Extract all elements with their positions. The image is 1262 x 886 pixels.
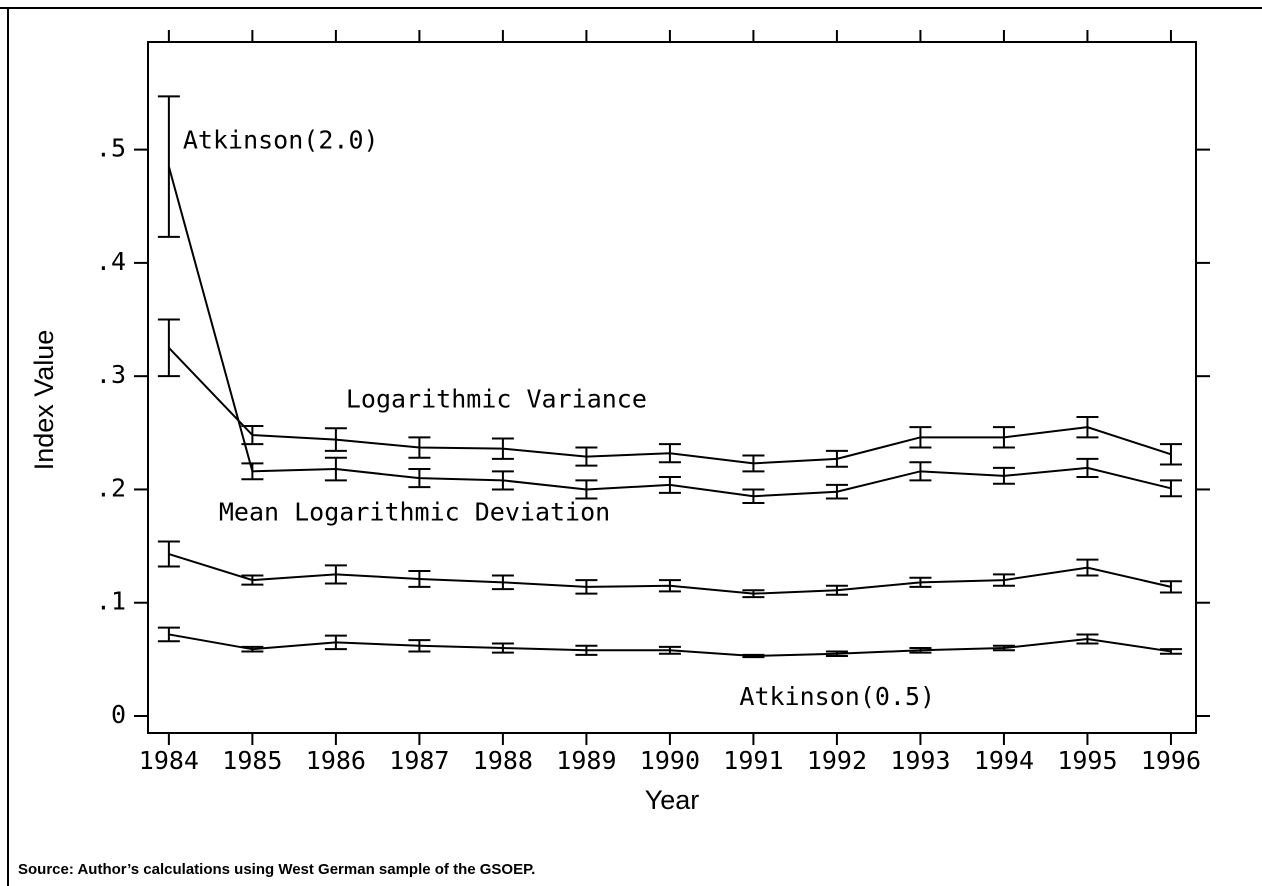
error-bar <box>157 95 180 238</box>
x-tick-label: 1990 <box>640 746 700 775</box>
error-bar <box>408 436 431 459</box>
error-bar <box>241 425 264 446</box>
y-tick-label: .5 <box>96 134 126 163</box>
y-tick-label: .3 <box>96 360 126 389</box>
error-bar <box>324 634 347 651</box>
error-bar <box>909 576 932 588</box>
error-bar <box>658 579 681 593</box>
error-bar <box>825 483 848 500</box>
y-tick-label: 0 <box>111 700 126 729</box>
x-tick-label: 1985 <box>222 746 282 775</box>
error-bar <box>1159 648 1182 655</box>
error-bar <box>157 318 180 378</box>
y-tick-label: .1 <box>96 587 126 616</box>
error-bar <box>658 475 681 494</box>
error-bar <box>1076 633 1099 645</box>
error-bar <box>742 589 765 599</box>
error-bar <box>825 650 848 657</box>
source-note: Source: Author’s calculations using West… <box>18 861 535 878</box>
error-bar <box>992 426 1015 449</box>
error-bar <box>491 574 514 591</box>
error-bar <box>408 639 431 653</box>
series-label: Logarithmic Variance <box>346 384 647 413</box>
series-label: Atkinson(2.0) <box>183 126 379 155</box>
error-bar <box>575 644 598 656</box>
y-tick-label: .4 <box>96 247 126 276</box>
error-bar <box>658 645 681 655</box>
error-bar <box>1076 558 1099 577</box>
error-bar <box>992 466 1015 485</box>
error-bar <box>992 573 1015 587</box>
error-bar <box>491 642 514 654</box>
error-bar <box>408 468 431 489</box>
x-tick-label: 1986 <box>306 746 366 775</box>
error-bar <box>742 653 765 659</box>
x-tick-label: 1994 <box>974 746 1034 775</box>
y-tick-label: .2 <box>96 473 126 502</box>
x-tick-label: 1992 <box>807 746 867 775</box>
error-bar <box>408 570 431 588</box>
error-bar <box>825 449 848 468</box>
y-axis-label: Index Value <box>29 330 59 471</box>
error-bar <box>157 626 180 643</box>
error-bar <box>324 564 347 585</box>
error-bar <box>241 645 264 653</box>
error-bar <box>324 427 347 452</box>
error-bar <box>575 446 598 467</box>
error-bar <box>658 443 681 464</box>
error-bar <box>909 461 932 482</box>
x-axis-label: Year <box>645 785 700 815</box>
x-tick-label: 1984 <box>139 746 199 775</box>
error-bar <box>1159 443 1182 466</box>
x-tick-label: 1989 <box>556 746 616 775</box>
error-bar <box>992 644 1015 652</box>
x-tick-label: 1988 <box>473 746 533 775</box>
error-bar <box>491 437 514 460</box>
error-bar <box>241 462 264 481</box>
series-label: Atkinson(0.5) <box>739 682 935 711</box>
error-bar <box>742 488 765 505</box>
error-bar <box>825 584 848 596</box>
error-bar <box>575 579 598 595</box>
error-bar <box>1159 479 1182 498</box>
error-bar <box>575 479 598 500</box>
series-label: Mean Logarithmic Deviation <box>219 498 610 527</box>
x-tick-label: 1993 <box>890 746 950 775</box>
error-bar <box>742 454 765 473</box>
error-bar <box>491 470 514 491</box>
x-tick-label: 1995 <box>1057 746 1117 775</box>
x-tick-label: 1996 <box>1141 746 1201 775</box>
error-bar <box>909 426 932 449</box>
error-bar <box>1159 580 1182 594</box>
plot-area <box>147 41 1197 734</box>
x-tick-label: 1987 <box>389 746 449 775</box>
error-bar <box>324 456 347 482</box>
error-bar <box>241 574 264 586</box>
x-tick-label: 1991 <box>723 746 783 775</box>
error-bar <box>1076 457 1099 478</box>
error-bar <box>909 647 932 654</box>
error-bar <box>1076 415 1099 439</box>
error-bar <box>157 540 180 568</box>
